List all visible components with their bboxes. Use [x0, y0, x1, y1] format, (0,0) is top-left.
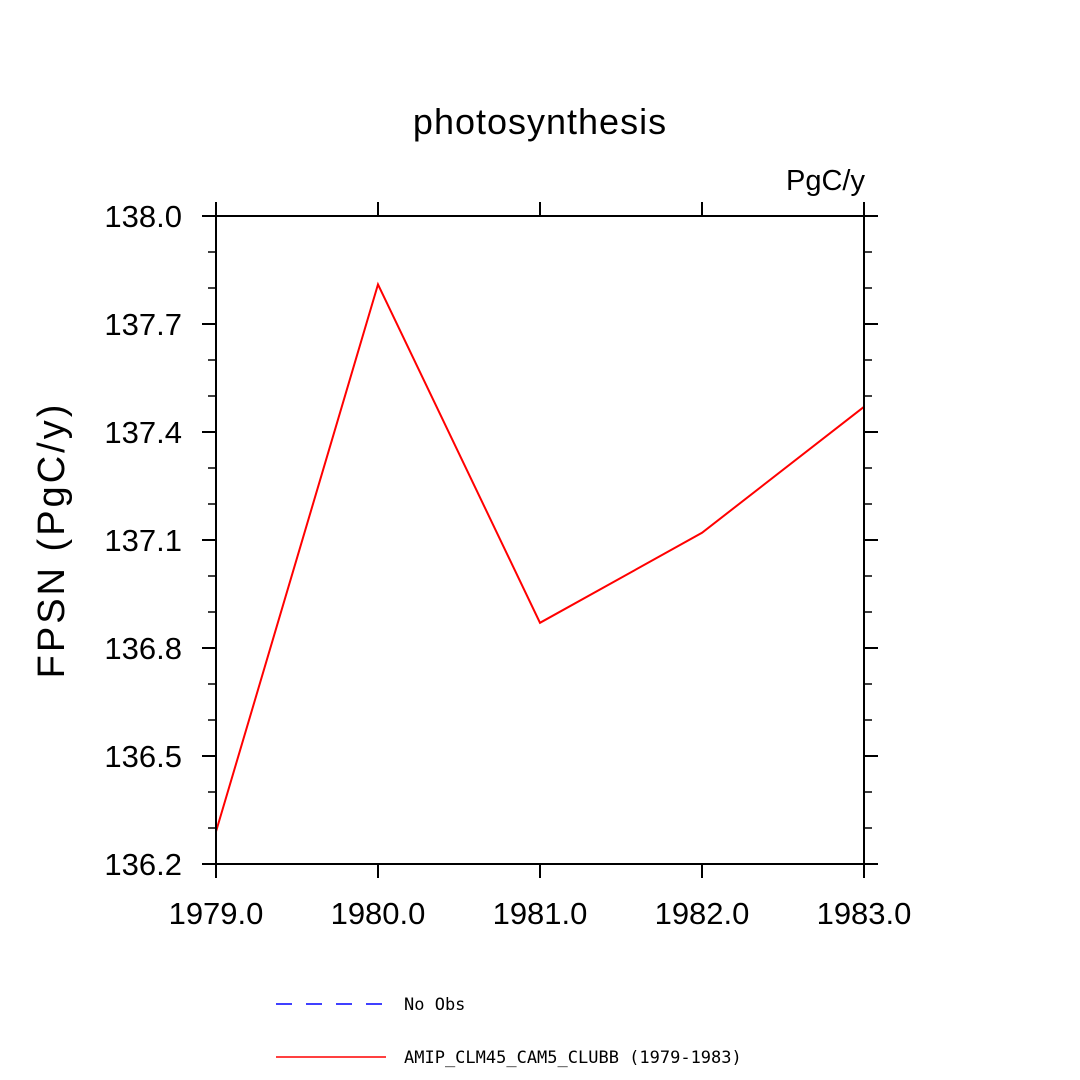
- plot-frame: [215, 215, 865, 865]
- y-tick-label: 137.4: [104, 415, 182, 450]
- series-lines: [215, 281, 865, 832]
- series-line-1: [215, 281, 865, 832]
- y-tick-label: 137.1: [104, 523, 182, 558]
- y-tick-label: 137.7: [104, 307, 182, 342]
- y-tick-label: 136.5: [104, 739, 182, 774]
- y-tick-label: 136.2: [104, 847, 182, 882]
- legend-label-amip: AMIP_CLM45_CAM5_CLUBB (1979-1983): [404, 1048, 742, 1068]
- legend: No Obs AMIP_CLM45_CAM5_CLUBB (1979-1983): [276, 995, 742, 1068]
- chart-title: photosynthesis: [413, 101, 667, 142]
- x-tick-label: 1981.0: [493, 896, 588, 931]
- y-axis-label: FPSN (PgC/y): [31, 402, 73, 679]
- axis-ticks: [202, 202, 878, 878]
- x-tick-labels: 1979.0 1980.0 1981.0 1982.0 1983.0: [169, 896, 912, 931]
- x-tick-label: 1982.0: [655, 896, 750, 931]
- x-tick-label: 1980.0: [331, 896, 426, 931]
- y-tick-label: 138.0: [104, 199, 182, 234]
- x-tick-label: 1979.0: [169, 896, 264, 931]
- x-tick-label: 1983.0: [817, 896, 912, 931]
- units-label: PgC/y: [786, 165, 865, 197]
- y-tick-labels: 136.2 136.5 136.8 137.1 137.4 137.7 138.0: [104, 199, 182, 882]
- y-tick-label: 136.8: [104, 631, 182, 666]
- legend-label-no-obs: No Obs: [404, 995, 465, 1015]
